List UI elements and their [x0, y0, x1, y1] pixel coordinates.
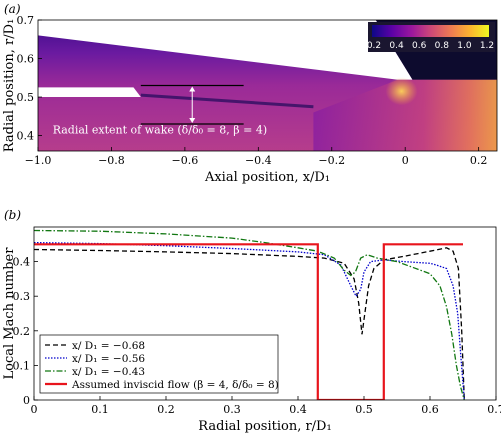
wake-arrow-head-top — [189, 86, 196, 92]
colorbar-tick-label: 1.2 — [480, 41, 494, 51]
legend-box — [39, 334, 279, 394]
line-plot-y-axis-label: Local Mach number — [2, 247, 17, 380]
line-x-tick-label: 0.1 — [91, 403, 109, 416]
wake-arrow-head-bottom — [189, 118, 196, 124]
colorbar-tick-label: 0.4 — [389, 41, 404, 51]
series-line-4 — [34, 243, 463, 400]
line-x-tick-label: 0.5 — [355, 403, 373, 416]
shroud-wall — [38, 20, 413, 80]
line-y-tick-label: 0.3 — [13, 290, 31, 303]
line-x-tick-label: 0.3 — [223, 403, 241, 416]
legend-label-2: x/ D₁ = −0.56 — [72, 353, 145, 365]
line-plot-frame — [33, 226, 497, 401]
heatmap-axes: −1.0 −0.8 −0.6 −0.4 −0.2 0 0.2 0.4 0.5 0.6 0.7 — [17, 14, 488, 167]
wake-band — [140, 93, 314, 109]
heatmap-x-tick-label: −0.8 — [98, 154, 125, 167]
panel-label-a: (a) — [4, 2, 21, 16]
line-x-tick-label: 0.6 — [421, 403, 439, 416]
heatmap-x-tick-label: 0 — [402, 154, 409, 167]
heatmap-x-tick-label: −0.6 — [172, 154, 199, 167]
panel-label-b: (b) — [4, 208, 21, 222]
legend-label-1: x/ D₁ = −0.68 — [72, 340, 145, 352]
series-line-3 — [34, 229, 465, 400]
heatmap-plot — [38, 20, 497, 151]
line-y-tick-label: 0.2 — [13, 325, 31, 338]
heatmap-y-tick-label: 0.7 — [17, 14, 35, 27]
wake-annotation: Radial extent of wake (δ/δ₀ = 8, β = 4) — [53, 124, 267, 137]
colorbar: 0.2 0.4 0.6 0.8 1.0 1.2 — [367, 22, 495, 52]
heatmap-y-tick-label: 0.4 — [17, 130, 35, 143]
line-x-tick-label: 0.2 — [157, 403, 175, 416]
line-plot-x-axis-label: Radial position, r/D₁ — [198, 419, 331, 434]
stagnation-hotspot — [385, 77, 418, 106]
colorbar-tick-label: 0.2 — [367, 41, 381, 51]
line-plot — [34, 229, 465, 400]
series-line-2 — [34, 241, 465, 400]
heatmap-y-axis-label: Radial position, r/D₁ — [2, 19, 17, 152]
heatmap-x-tick-label: −0.4 — [245, 154, 272, 167]
line-y-tick-label: 0.1 — [13, 359, 31, 372]
colorbar-tick-label: 0.8 — [435, 41, 450, 51]
line-y-tick-label: 0 — [23, 394, 30, 407]
line-x-tick-label: 0 — [31, 403, 38, 416]
legend-label-3: x/ D₁ = −0.43 — [72, 366, 145, 378]
colorbar-tick-label: 0.6 — [412, 41, 427, 51]
heatmap-x-tick-label: −1.0 — [25, 154, 52, 167]
series-line-1 — [34, 247, 465, 400]
heatmap-y-tick-label: 0.6 — [17, 53, 35, 66]
line-x-tick-label: 0.7 — [487, 403, 501, 416]
heatmap-x-tick-label: −0.2 — [318, 154, 345, 167]
center-body — [38, 87, 141, 98]
legend-label-4: Assumed inviscid flow (β = 4, δ/δ₀ = 8) — [71, 379, 279, 391]
heatmap-frame — [37, 19, 498, 152]
exit-jet — [313, 79, 497, 151]
legend: x/ D₁ = −0.68x/ D₁ = −0.56x/ D₁ = −0.43A… — [39, 334, 279, 394]
heatmap-x-tick-label: 0.2 — [470, 154, 488, 167]
line-y-tick-label: 0.4 — [13, 256, 31, 269]
heatmap-y-tick-label: 0.5 — [17, 91, 35, 104]
colorbar-tick-label: 1.0 — [457, 41, 472, 51]
colorbar-gradient — [372, 25, 489, 37]
line-x-tick-label: 0.4 — [289, 403, 307, 416]
line-plot-axes: 0 0.1 0.2 0.3 0.4 0.5 0.6 0.7 0 0.1 0.2 0.3 0.4 — [13, 256, 501, 416]
heatmap-x-axis-label: Axial position, x/D₁ — [204, 170, 330, 185]
